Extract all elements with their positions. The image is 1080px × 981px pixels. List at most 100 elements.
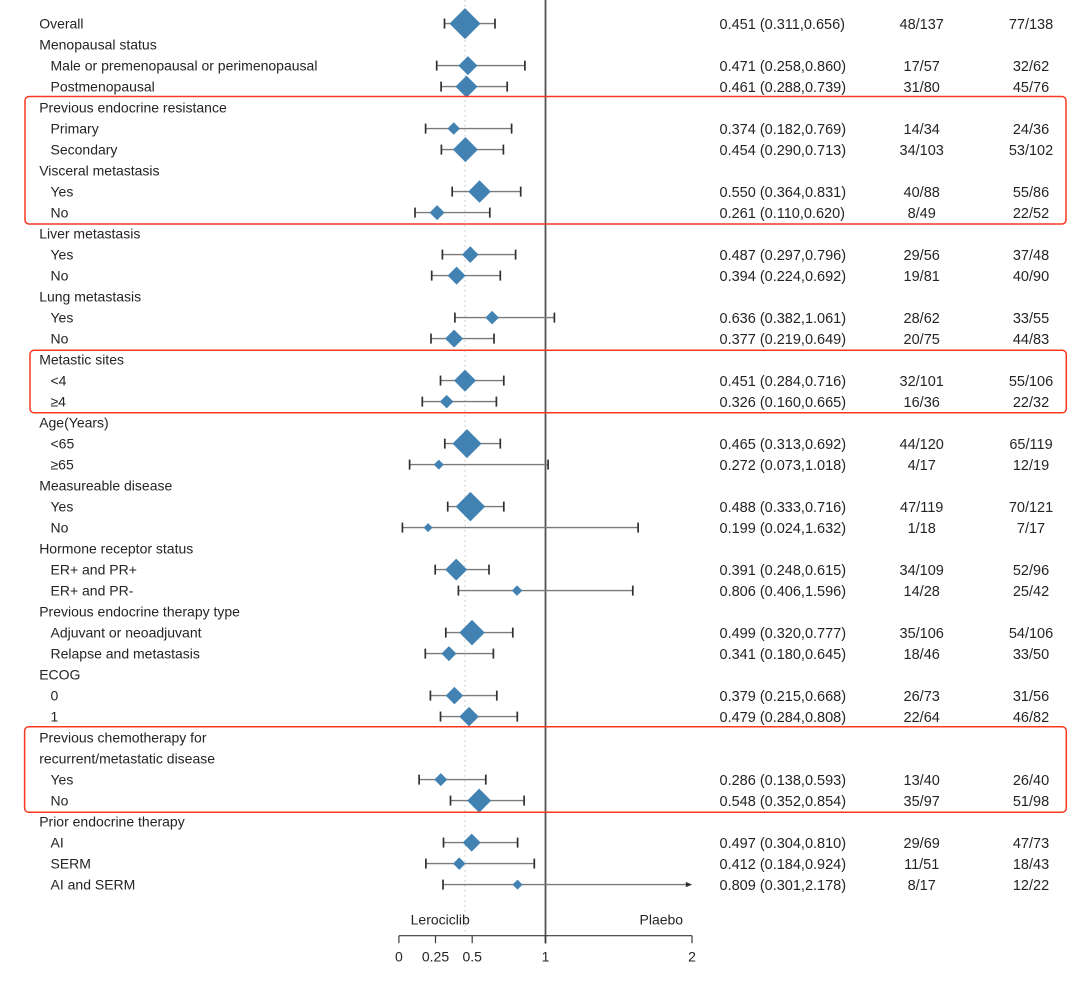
svg-text:Metastic sites: Metastic sites (39, 352, 124, 368)
svg-text:Menopausal status: Menopausal status (39, 37, 157, 53)
svg-text:55/106: 55/106 (1009, 374, 1053, 390)
svg-text:Yes: Yes (51, 772, 74, 788)
svg-text:2: 2 (688, 949, 696, 965)
svg-text:16/36: 16/36 (904, 395, 940, 411)
svg-text:ER+ and PR-: ER+ and PR- (51, 583, 134, 599)
svg-text:37/48: 37/48 (1013, 248, 1049, 264)
svg-text:Relapse and metastasis: Relapse and metastasis (51, 646, 200, 662)
svg-text:8/17: 8/17 (908, 878, 936, 894)
svg-text:No: No (51, 205, 69, 221)
svg-text:0.548 (0.352,0.854): 0.548 (0.352,0.854) (720, 794, 847, 810)
svg-text:11/51: 11/51 (904, 857, 939, 873)
svg-text:26/40: 26/40 (1013, 773, 1049, 789)
svg-text:No: No (51, 520, 69, 536)
svg-text:54/106: 54/106 (1009, 626, 1053, 642)
svg-text:18/43: 18/43 (1013, 857, 1049, 873)
svg-text:0.451 (0.311,0.656): 0.451 (0.311,0.656) (720, 17, 846, 33)
svg-text:0.454 (0.290,0.713): 0.454 (0.290,0.713) (720, 143, 847, 159)
svg-text:34/103: 34/103 (900, 143, 944, 159)
svg-text:65/119: 65/119 (1009, 437, 1052, 453)
svg-text:26/73: 26/73 (904, 689, 940, 705)
svg-text:Postmenopausal: Postmenopausal (51, 79, 155, 95)
svg-text:55/86: 55/86 (1013, 185, 1049, 201)
svg-text:Yes: Yes (51, 247, 74, 263)
svg-text:22/52: 22/52 (1013, 206, 1049, 222)
svg-text:Measureable disease: Measureable disease (39, 478, 172, 494)
svg-text:Hormone receptor status: Hormone receptor status (39, 541, 193, 557)
svg-text:0.394 (0.224,0.692): 0.394 (0.224,0.692) (720, 269, 847, 285)
svg-text:No: No (51, 268, 69, 284)
svg-text:recurrent/metastatic disease: recurrent/metastatic disease (39, 751, 215, 767)
svg-text:51/98: 51/98 (1013, 794, 1049, 810)
svg-text:13/40: 13/40 (904, 773, 940, 789)
svg-text:25/42: 25/42 (1013, 584, 1049, 600)
svg-text:28/62: 28/62 (904, 311, 940, 327)
svg-text:0.465 (0.313,0.692): 0.465 (0.313,0.692) (720, 437, 847, 453)
svg-text:0.25: 0.25 (422, 949, 449, 965)
svg-text:Yes: Yes (51, 499, 74, 515)
svg-text:Secondary: Secondary (51, 142, 118, 158)
svg-text:Plaebo: Plaebo (640, 911, 684, 927)
svg-text:17/57: 17/57 (904, 59, 940, 75)
svg-text:0.488 (0.333,0.716): 0.488 (0.333,0.716) (720, 500, 847, 516)
svg-text:0.499 (0.320,0.777): 0.499 (0.320,0.777) (720, 626, 847, 642)
svg-text:Primary: Primary (51, 121, 99, 137)
svg-text:≥4: ≥4 (51, 394, 67, 410)
svg-text:0.199 (0.024,1.632): 0.199 (0.024,1.632) (720, 521, 847, 537)
svg-text:Previous endocrine resistance: Previous endocrine resistance (39, 100, 227, 116)
svg-text:0.377 (0.219,0.649): 0.377 (0.219,0.649) (720, 332, 847, 348)
svg-text:47/73: 47/73 (1013, 836, 1049, 852)
svg-text:Lerociclib: Lerociclib (411, 911, 470, 927)
svg-text:40/90: 40/90 (1013, 269, 1049, 285)
svg-text:Lung metastasis: Lung metastasis (39, 289, 141, 305)
svg-text:0.479 (0.284,0.808): 0.479 (0.284,0.808) (720, 710, 847, 726)
svg-text:0.379 (0.215,0.668): 0.379 (0.215,0.668) (720, 689, 847, 705)
svg-text:47/119: 47/119 (900, 500, 943, 516)
svg-text:ER+ and PR+: ER+ and PR+ (51, 562, 137, 578)
svg-text:8/49: 8/49 (908, 206, 936, 222)
svg-text:AI: AI (51, 835, 64, 851)
svg-text:44/83: 44/83 (1013, 332, 1049, 348)
svg-text:0.809 (0.301,2.178): 0.809 (0.301,2.178) (720, 878, 847, 894)
svg-text:35/97: 35/97 (904, 794, 940, 810)
svg-text:22/64: 22/64 (904, 710, 940, 726)
svg-text:18/46: 18/46 (904, 647, 940, 663)
svg-text:0.471 (0.258,0.860): 0.471 (0.258,0.860) (720, 59, 847, 75)
svg-text:44/120: 44/120 (900, 437, 944, 453)
svg-text:4/17: 4/17 (908, 458, 936, 474)
svg-text:Age(Years): Age(Years) (39, 415, 109, 431)
svg-text:0.412 (0.184,0.924): 0.412 (0.184,0.924) (720, 857, 847, 873)
svg-text:32/62: 32/62 (1013, 59, 1049, 75)
svg-text:<65: <65 (51, 436, 75, 452)
svg-text:0.341 (0.180,0.645): 0.341 (0.180,0.645) (720, 647, 847, 663)
svg-text:1: 1 (51, 709, 59, 725)
svg-text:No: No (51, 793, 69, 809)
svg-text:53/102: 53/102 (1009, 143, 1053, 159)
svg-text:SERM: SERM (51, 856, 91, 872)
svg-text:0: 0 (395, 949, 403, 965)
svg-text:12/22: 12/22 (1013, 878, 1049, 894)
svg-text:19/81: 19/81 (904, 269, 940, 285)
svg-text:46/82: 46/82 (1013, 710, 1049, 726)
svg-text:70/121: 70/121 (1009, 500, 1053, 516)
svg-text:Previous endocrine therapy typ: Previous endocrine therapy type (39, 604, 240, 620)
svg-text:77/138: 77/138 (1009, 17, 1053, 33)
svg-text:14/34: 14/34 (904, 122, 940, 138)
svg-text:Male or premenopausal or perim: Male or premenopausal or perimenopausal (51, 58, 318, 74)
svg-text:34/109: 34/109 (900, 563, 944, 579)
svg-text:0.487 (0.297,0.796): 0.487 (0.297,0.796) (720, 248, 847, 264)
svg-text:Liver metastasis: Liver metastasis (39, 226, 140, 242)
svg-text:33/50: 33/50 (1013, 647, 1049, 663)
svg-text:48/137: 48/137 (900, 17, 944, 33)
svg-text:0.461 (0.288,0.739): 0.461 (0.288,0.739) (720, 80, 847, 96)
svg-text:0.636 (0.382,1.061): 0.636 (0.382,1.061) (720, 311, 847, 327)
svg-text:Prior endocrine therapy: Prior endocrine therapy (39, 814, 185, 830)
svg-text:1: 1 (542, 949, 550, 965)
svg-text:0.326 (0.160,0.665): 0.326 (0.160,0.665) (720, 395, 847, 411)
svg-text:Yes: Yes (51, 310, 74, 326)
svg-text:0.374 (0.182,0.769): 0.374 (0.182,0.769) (720, 122, 847, 138)
svg-text:Yes: Yes (51, 184, 74, 200)
svg-text:0.391 (0.248,0.615): 0.391 (0.248,0.615) (720, 563, 847, 579)
svg-text:24/36: 24/36 (1013, 122, 1049, 138)
svg-text:22/32: 22/32 (1013, 395, 1049, 411)
